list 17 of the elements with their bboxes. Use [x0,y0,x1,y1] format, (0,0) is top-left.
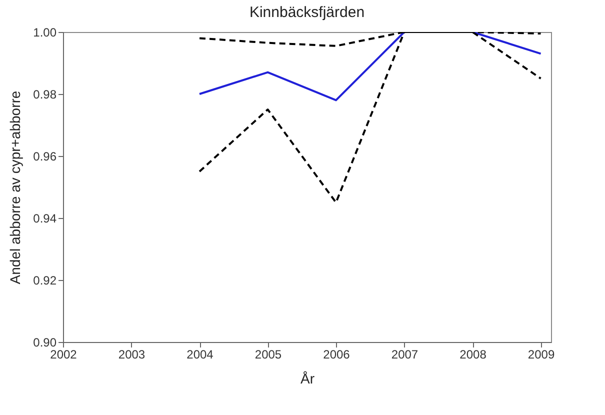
x-tick-label: 2007 [391,348,418,362]
x-tick-label: 2006 [323,348,350,362]
x-tick-label: 2004 [186,348,214,362]
y-tick-label: 0.96 [33,150,57,164]
y-tick-label: 0.98 [33,88,57,102]
x-tick-label: 2005 [254,348,282,362]
x-tick-label: 2002 [50,348,78,362]
chart-title: Kinnbäcksfjärden [249,4,365,21]
y-tick-label: 1.00 [33,26,57,40]
y-axis-title: Andel abborre av cypr+abborre [7,90,24,284]
y-tick-label: 0.90 [33,336,57,350]
x-tick-label: 2003 [118,348,146,362]
y-tick-label: 0.94 [33,212,57,226]
x-axis-title: År [300,370,315,386]
y-tick-label: 0.92 [33,274,57,288]
x-tick-label: 2008 [460,348,487,362]
x-tick-label: 2009 [528,348,555,362]
